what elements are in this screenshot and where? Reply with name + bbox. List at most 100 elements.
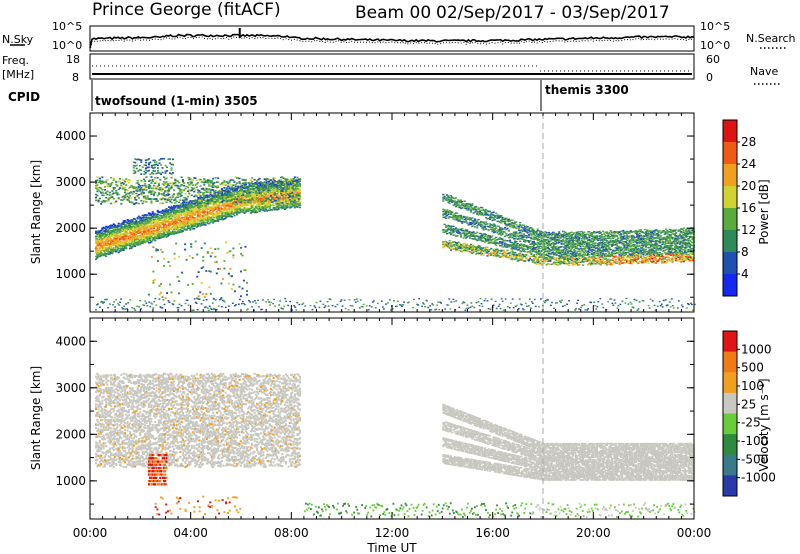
power-cell [129,222,132,224]
power-cell [112,229,115,231]
power-cell [168,227,171,229]
power-cell [174,213,177,215]
power-cell [157,193,160,195]
power-cell [501,216,504,219]
power-cell [243,200,246,203]
power-cell [229,184,232,186]
power-cell [100,244,103,246]
power-cell [137,225,140,228]
power-cell [297,198,300,200]
power-cell [453,201,456,204]
power-cell [108,227,111,230]
power-cell [292,204,295,207]
power-cell [108,236,111,239]
power-cell [462,231,465,233]
power-cell [246,198,249,201]
power-cell [247,191,250,193]
power-cell [288,183,291,185]
power-cell [101,201,104,203]
power-cell [97,252,100,255]
power-cell [134,236,137,239]
power-cell [141,219,144,222]
power-cell [152,212,155,215]
power-cell [493,240,496,242]
power-cell [145,186,148,188]
power-cell [507,255,510,258]
power-cell [501,246,504,248]
power-cell [290,199,293,202]
power-cell [234,176,237,178]
power-cell [160,214,163,217]
power-cell [454,235,457,237]
power-cell [288,190,291,193]
power-cell [252,190,255,193]
power-cell [217,212,220,215]
power-cell [256,211,259,213]
power-cell [499,242,502,244]
power-cell [188,206,191,209]
power-cell [193,228,196,230]
power-cell [448,228,451,231]
power-cell [170,213,173,216]
power-cell [478,245,481,247]
power-cell [218,203,221,205]
power-cell [129,231,132,234]
nsearch-label: N.Search [746,32,796,45]
power-cell [220,207,223,210]
power-cell [473,247,476,249]
power-cell [275,208,278,210]
power-cell [126,189,129,192]
power-cell [220,189,223,191]
power-cell [130,191,133,193]
power-cell [124,224,127,226]
power-cell [482,229,485,231]
power-cell [112,244,115,246]
power-cell [106,247,109,249]
power-cell [460,233,463,235]
power-cell [468,221,471,224]
power-cell [130,243,133,245]
power-cell [457,230,460,232]
power-cell [169,223,172,225]
power-cell [194,214,197,216]
power-cell [203,223,206,226]
power-cell [443,244,446,246]
power-cell [468,219,471,221]
power-cell [95,239,98,241]
power-cell [154,187,157,190]
power-cell [261,194,264,197]
power-cell [190,189,193,192]
power-cell [497,233,500,235]
power-cell [457,216,460,218]
power-cell [183,213,186,216]
power-cell [96,194,99,197]
power-cell [183,220,186,223]
power-cell [144,223,147,226]
power-cell [485,252,488,254]
power-cell [263,193,266,195]
power-cell [150,198,153,200]
power-cell [185,202,188,205]
power-cell [495,236,498,239]
power-cell [477,246,480,248]
power-cell [247,182,250,184]
power-cell [178,222,181,224]
power-cell [463,246,466,248]
power-cell [179,226,182,229]
power-cell [475,245,478,248]
power-cell [116,230,119,233]
power-cell [246,202,249,204]
power-cell [130,242,133,244]
power-cell [205,221,208,224]
power-cell [131,219,134,221]
power-cell [462,205,465,207]
power-cell [248,198,251,201]
power-cell [461,207,464,209]
power-cell [130,232,133,234]
power-cell [106,233,109,235]
power-cell [157,192,160,194]
power-cell [218,190,221,192]
power-cell [492,231,495,234]
power-cell [472,235,475,237]
power-cell [173,221,176,223]
